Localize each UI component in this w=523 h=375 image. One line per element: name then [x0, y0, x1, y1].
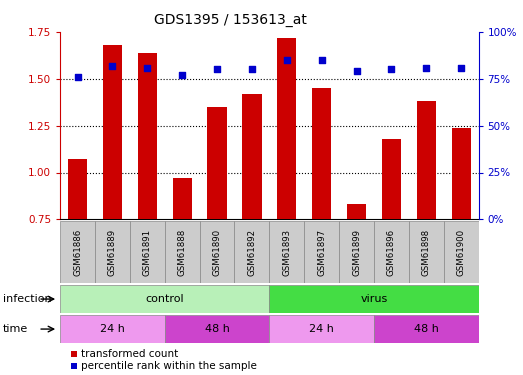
Bar	[374, 221, 409, 283]
Bar	[130, 221, 165, 283]
Bar	[60, 221, 95, 283]
Text: transformed count: transformed count	[81, 349, 178, 359]
Text: GSM61889: GSM61889	[108, 229, 117, 276]
Bar	[138, 53, 157, 219]
Bar	[269, 285, 479, 313]
Text: GSM61899: GSM61899	[352, 229, 361, 276]
Bar	[312, 88, 331, 219]
Text: GSM61893: GSM61893	[282, 229, 291, 276]
Bar	[234, 221, 269, 283]
Bar	[200, 221, 234, 283]
Text: control: control	[145, 294, 184, 304]
Bar	[173, 178, 192, 219]
Text: GSM61892: GSM61892	[247, 229, 256, 276]
Point	[422, 64, 430, 70]
Bar	[68, 159, 87, 219]
Text: GDS1395 / 153613_at: GDS1395 / 153613_at	[154, 13, 306, 27]
Bar	[60, 285, 269, 313]
Bar	[444, 221, 479, 283]
Text: GSM61898: GSM61898	[422, 229, 431, 276]
Point	[387, 66, 395, 72]
Bar	[165, 221, 200, 283]
Point	[248, 66, 256, 72]
Bar	[409, 221, 444, 283]
Bar	[451, 128, 471, 219]
Point	[317, 57, 326, 63]
Text: 48 h: 48 h	[204, 324, 230, 334]
Bar	[347, 204, 366, 219]
Bar	[339, 221, 374, 283]
Bar	[165, 315, 269, 343]
Bar	[269, 315, 374, 343]
Bar	[208, 107, 226, 219]
Text: GSM61890: GSM61890	[212, 229, 222, 276]
Bar	[304, 221, 339, 283]
Text: GSM61897: GSM61897	[317, 229, 326, 276]
Bar	[374, 315, 479, 343]
Text: GSM61888: GSM61888	[178, 228, 187, 276]
Point	[73, 74, 82, 80]
Text: GSM61891: GSM61891	[143, 229, 152, 276]
Text: virus: virus	[360, 294, 388, 304]
Point	[457, 64, 465, 70]
Point	[213, 66, 221, 72]
Bar	[269, 221, 304, 283]
Bar	[95, 221, 130, 283]
Point	[353, 68, 361, 74]
Point	[108, 63, 117, 69]
Point	[178, 72, 186, 78]
Text: GSM61896: GSM61896	[387, 229, 396, 276]
Point	[282, 57, 291, 63]
Text: GSM61886: GSM61886	[73, 228, 82, 276]
Text: GSM61900: GSM61900	[457, 229, 465, 276]
Bar	[242, 94, 262, 219]
Point	[143, 64, 152, 70]
Text: 24 h: 24 h	[100, 324, 125, 334]
Bar	[417, 101, 436, 219]
Bar	[277, 38, 297, 219]
Text: 24 h: 24 h	[309, 324, 334, 334]
Text: time: time	[3, 324, 28, 334]
Text: 48 h: 48 h	[414, 324, 439, 334]
Bar	[382, 139, 401, 219]
Text: percentile rank within the sample: percentile rank within the sample	[81, 361, 257, 371]
Text: infection: infection	[3, 294, 51, 304]
Bar	[60, 315, 165, 343]
Bar	[103, 45, 122, 219]
